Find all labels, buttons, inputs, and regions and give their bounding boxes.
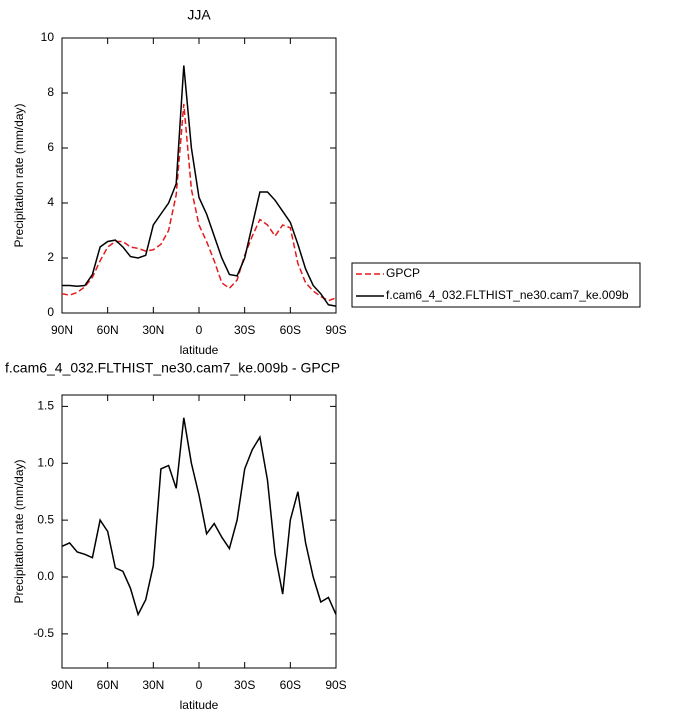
x-axis-label: latitude	[180, 698, 219, 712]
x-tick-label: 30N	[142, 323, 164, 337]
x-tick-label: 90N	[51, 323, 73, 337]
y-tick-label: 6	[47, 140, 54, 154]
y-tick-label: 8	[47, 85, 54, 99]
legend-box	[351, 262, 641, 308]
legend-label: f.cam6_4_032.FLTHIST_ne30.cam7_ke.009b	[386, 288, 629, 302]
x-tick-label: 60N	[97, 678, 119, 692]
y-axis-label: Precipitation rate (mm/day)	[12, 459, 26, 603]
y-tick-label: 0.5	[37, 512, 54, 526]
chart-title: f.cam6_4_032.FLTHIST_ne30.cam7_ke.009b -…	[5, 360, 340, 376]
x-tick-label: 90N	[51, 678, 73, 692]
y-tick-label: 0	[47, 305, 54, 319]
data-line	[62, 65, 336, 307]
x-tick-label: 0	[196, 323, 203, 337]
y-tick-label: 2	[47, 250, 54, 264]
data-line	[62, 103, 336, 302]
y-tick-label: 0.0	[37, 569, 54, 583]
chart-title: JJA	[187, 7, 211, 23]
y-tick-label: -0.5	[33, 626, 54, 640]
x-tick-label: 30S	[234, 323, 255, 337]
legend-label: GPCP	[386, 266, 420, 280]
y-tick-label: 1.0	[37, 455, 54, 469]
x-tick-label: 30N	[142, 678, 164, 692]
x-axis-label: latitude	[180, 343, 219, 357]
x-tick-label: 60S	[280, 323, 301, 337]
y-tick-label: 10	[41, 30, 55, 44]
plot-frame	[61, 394, 337, 669]
y-axis-label: Precipitation rate (mm/day)	[12, 103, 26, 247]
x-tick-label: 30S	[234, 678, 255, 692]
x-tick-label: 90S	[325, 323, 346, 337]
y-tick-label: 1.5	[37, 399, 54, 413]
x-tick-label: 60N	[97, 323, 119, 337]
y-tick-label: 4	[47, 195, 54, 209]
x-tick-label: 0	[196, 678, 203, 692]
x-tick-label: 60S	[280, 678, 301, 692]
data-line	[62, 417, 336, 617]
x-tick-label: 90S	[325, 678, 346, 692]
plot-frame	[61, 37, 337, 314]
